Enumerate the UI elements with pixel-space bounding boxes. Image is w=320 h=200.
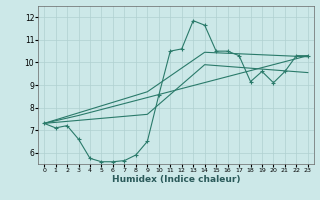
X-axis label: Humidex (Indice chaleur): Humidex (Indice chaleur) — [112, 175, 240, 184]
